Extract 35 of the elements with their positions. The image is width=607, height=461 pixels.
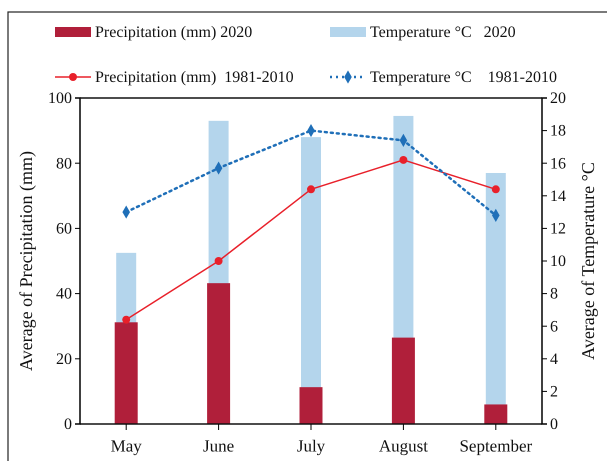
y2-tick-label: 10 bbox=[550, 253, 566, 270]
y-tick-label: 20 bbox=[56, 350, 72, 368]
bar bbox=[484, 404, 508, 424]
y2-axis-title: Average of Temperature °C bbox=[578, 162, 598, 360]
y2-tick-label: 20 bbox=[550, 90, 566, 108]
point bbox=[399, 156, 408, 164]
legend-label: Precipitation (mm) 2020 bbox=[95, 24, 252, 41]
y2-tick-label: 0 bbox=[550, 416, 558, 434]
y-axis-title: Average of Precipitation (mm) bbox=[16, 150, 36, 372]
legend-label: Temperature °C 1981-2010 bbox=[370, 69, 558, 86]
y2-tick-label: 16 bbox=[550, 155, 566, 172]
y2-tick-label: 8 bbox=[550, 286, 558, 303]
y2-tick-label: 12 bbox=[550, 220, 566, 238]
point bbox=[307, 185, 315, 194]
bar bbox=[300, 387, 322, 424]
x-tick-label: May bbox=[110, 436, 142, 456]
point bbox=[492, 185, 500, 194]
y2-tick-label: 4 bbox=[550, 350, 558, 368]
point bbox=[214, 257, 223, 265]
y2-tick-label: 14 bbox=[550, 188, 566, 205]
y2-tick-label: 6 bbox=[550, 318, 558, 336]
y-tick-label: 60 bbox=[56, 220, 72, 238]
legend-label: Precipitation (mm) 1981-2010 bbox=[95, 69, 294, 86]
y-tick-label: 40 bbox=[56, 286, 72, 303]
y-tick-label: 80 bbox=[56, 155, 72, 172]
y-tick-label: 100 bbox=[48, 90, 72, 108]
y2-tick-label: 2 bbox=[550, 384, 558, 401]
point bbox=[122, 316, 130, 324]
legend-label: Temperature °C 2020 bbox=[370, 24, 516, 41]
x-tick-label: August bbox=[378, 436, 428, 456]
y-tick-label: 0 bbox=[64, 416, 72, 434]
x-tick-label: July bbox=[296, 436, 326, 456]
x-tick-label: September bbox=[459, 436, 532, 456]
x-tick-label: June bbox=[203, 436, 234, 456]
y2-tick-label: 18 bbox=[550, 122, 566, 140]
